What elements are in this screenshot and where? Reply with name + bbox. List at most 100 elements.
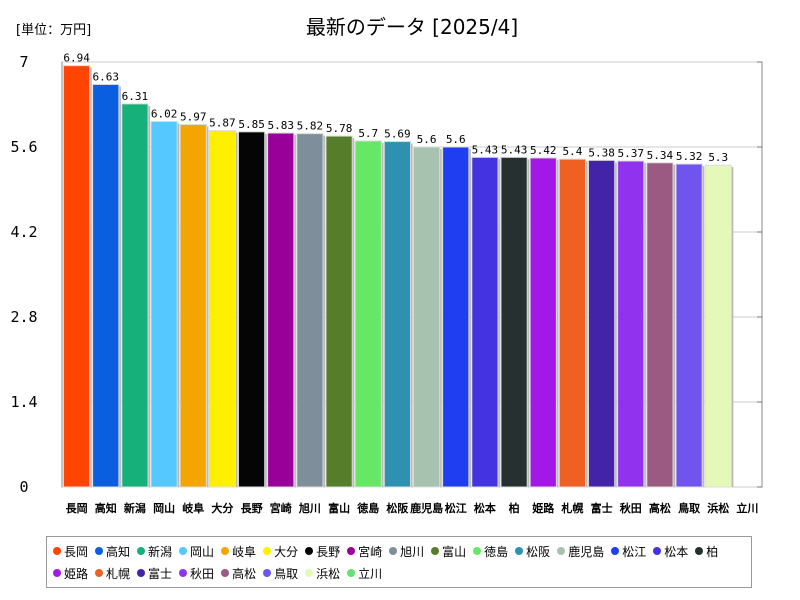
bar <box>383 141 413 488</box>
bar-長岡 <box>62 65 91 488</box>
bar-長野 <box>237 131 266 488</box>
category-label: 岡山 <box>153 501 175 515</box>
legend-swatch <box>179 547 188 555</box>
bar-柏 <box>500 156 528 488</box>
legend-label: 松阪 <box>526 544 551 559</box>
bar-浜松 <box>704 164 732 488</box>
bar-大分 <box>208 130 237 488</box>
category-label: 富士 <box>591 501 613 515</box>
legend-item: 高知 <box>95 540 130 562</box>
legend-item: 松江 <box>611 540 646 562</box>
legend-item: 姫路 <box>53 562 88 584</box>
category-label: 新潟 <box>124 501 146 515</box>
legend-label: 宮崎 <box>358 544 383 559</box>
legend-item: 秋田 <box>179 562 214 584</box>
legend-label: 高松 <box>232 566 257 581</box>
bar <box>296 133 326 488</box>
legend-swatch <box>305 547 314 555</box>
category-label: 浜松 <box>707 501 729 515</box>
legend-swatch <box>431 547 440 555</box>
bar <box>62 65 92 488</box>
category-labels: 長岡 高知 新潟 岡山 岐阜 大分 長野 宮崎 旭川 富山 徳島 松阪 鹿児島 松江 松本柏姫路 札幌 富士 秋田… <box>66 501 759 515</box>
unit-label: [単位：万円] <box>16 22 91 38</box>
category-label: 札幌 <box>560 501 583 515</box>
y-tick-label: 5.6 <box>10 138 37 156</box>
legend-swatch <box>611 547 620 555</box>
legend-label: 鹿児島 <box>568 544 605 559</box>
legend-label: 松本 <box>664 544 689 559</box>
y-tick-label: 1.4 <box>10 393 37 411</box>
data-label: 6.94 <box>63 52 90 65</box>
legend-item: 徳島 <box>473 540 508 562</box>
legend-label: 富山 <box>442 544 467 559</box>
bar <box>267 132 296 488</box>
legend-item: 鹿児島 <box>557 540 604 562</box>
legend-swatch <box>389 547 398 555</box>
legend: 長岡 高知 新潟 岡山 岐阜 大分 長野 宮崎 旭川 富山 徳島 松阪 鹿児島 松江 松本 柏姫路 札幌 富士 秋田… <box>46 536 752 588</box>
category-label: 宮崎 <box>270 501 292 515</box>
category-label: 秋田 <box>620 501 642 515</box>
legend-label: 姫路 <box>64 566 89 581</box>
category-label: 松江 <box>445 501 467 515</box>
category-label: 立川 <box>736 501 758 515</box>
data-label: 5.32 <box>676 150 703 163</box>
y-tick-label: 2.8 <box>10 308 37 326</box>
y-tick-label: 7 <box>19 53 28 71</box>
category-label: 長野 <box>241 502 263 515</box>
legend-label: 浜松 <box>316 566 341 581</box>
category-label: 鳥取 <box>678 501 700 515</box>
category-label: 旭川 <box>298 501 321 515</box>
bar-松本 <box>471 156 499 488</box>
legend-swatch <box>473 547 482 555</box>
bar-松阪 <box>383 141 412 488</box>
bar-鳥取 <box>675 163 703 488</box>
bar <box>617 160 646 488</box>
legend-item: 札幌 <box>95 562 130 584</box>
legend-swatch <box>179 569 188 577</box>
category-label: 柏 <box>509 501 520 515</box>
legend-swatch <box>95 547 104 555</box>
legend-label: 長野 <box>316 544 341 559</box>
bar-富士 <box>587 159 616 488</box>
legend-item: 宮崎 <box>347 540 382 562</box>
legend-swatch <box>347 547 356 555</box>
bar-秋田 <box>617 160 645 488</box>
legend-swatch <box>53 569 61 577</box>
bar-岐阜 <box>179 124 207 488</box>
legend-item: 岐阜 <box>221 540 256 562</box>
bar-新潟 <box>121 103 149 488</box>
bar <box>121 103 151 488</box>
bar <box>442 146 471 488</box>
legend-swatch <box>263 569 272 577</box>
legend-label: 富士 <box>148 566 173 581</box>
legend-swatch <box>221 547 230 555</box>
legend-swatch <box>515 547 524 555</box>
legend-swatch <box>137 547 146 555</box>
chart-title: 最新のデータ [2025/4] <box>306 15 518 39</box>
legend-label: 立川 <box>358 566 383 581</box>
legend-item: 松阪 <box>515 540 550 562</box>
legend-label: 徳島 <box>484 544 509 559</box>
data-label: 5.4 <box>562 145 582 158</box>
bar-高知 <box>92 83 120 488</box>
bar <box>646 162 676 488</box>
data-label: 5.69 <box>384 128 411 141</box>
legend-label: 長岡 <box>64 544 89 559</box>
legend-item: 長岡 <box>53 540 88 562</box>
category-label: 高知 <box>95 501 117 515</box>
category-label: 鹿児島 <box>410 501 443 515</box>
legend-label: 岐阜 <box>232 544 257 559</box>
legend-item: 岡山 <box>179 540 214 562</box>
legend-label: 札幌 <box>106 566 131 581</box>
bar <box>150 121 180 488</box>
category-label: 松本 <box>474 501 496 515</box>
bar-松江 <box>442 146 470 488</box>
legend-label: 高知 <box>106 544 131 559</box>
bar-宮崎 <box>267 132 295 488</box>
data-label: 5.82 <box>297 120 324 133</box>
legend-label: 新潟 <box>148 544 173 559</box>
category-label: 長岡 <box>66 502 88 515</box>
bar <box>500 156 530 488</box>
bar <box>704 164 734 488</box>
